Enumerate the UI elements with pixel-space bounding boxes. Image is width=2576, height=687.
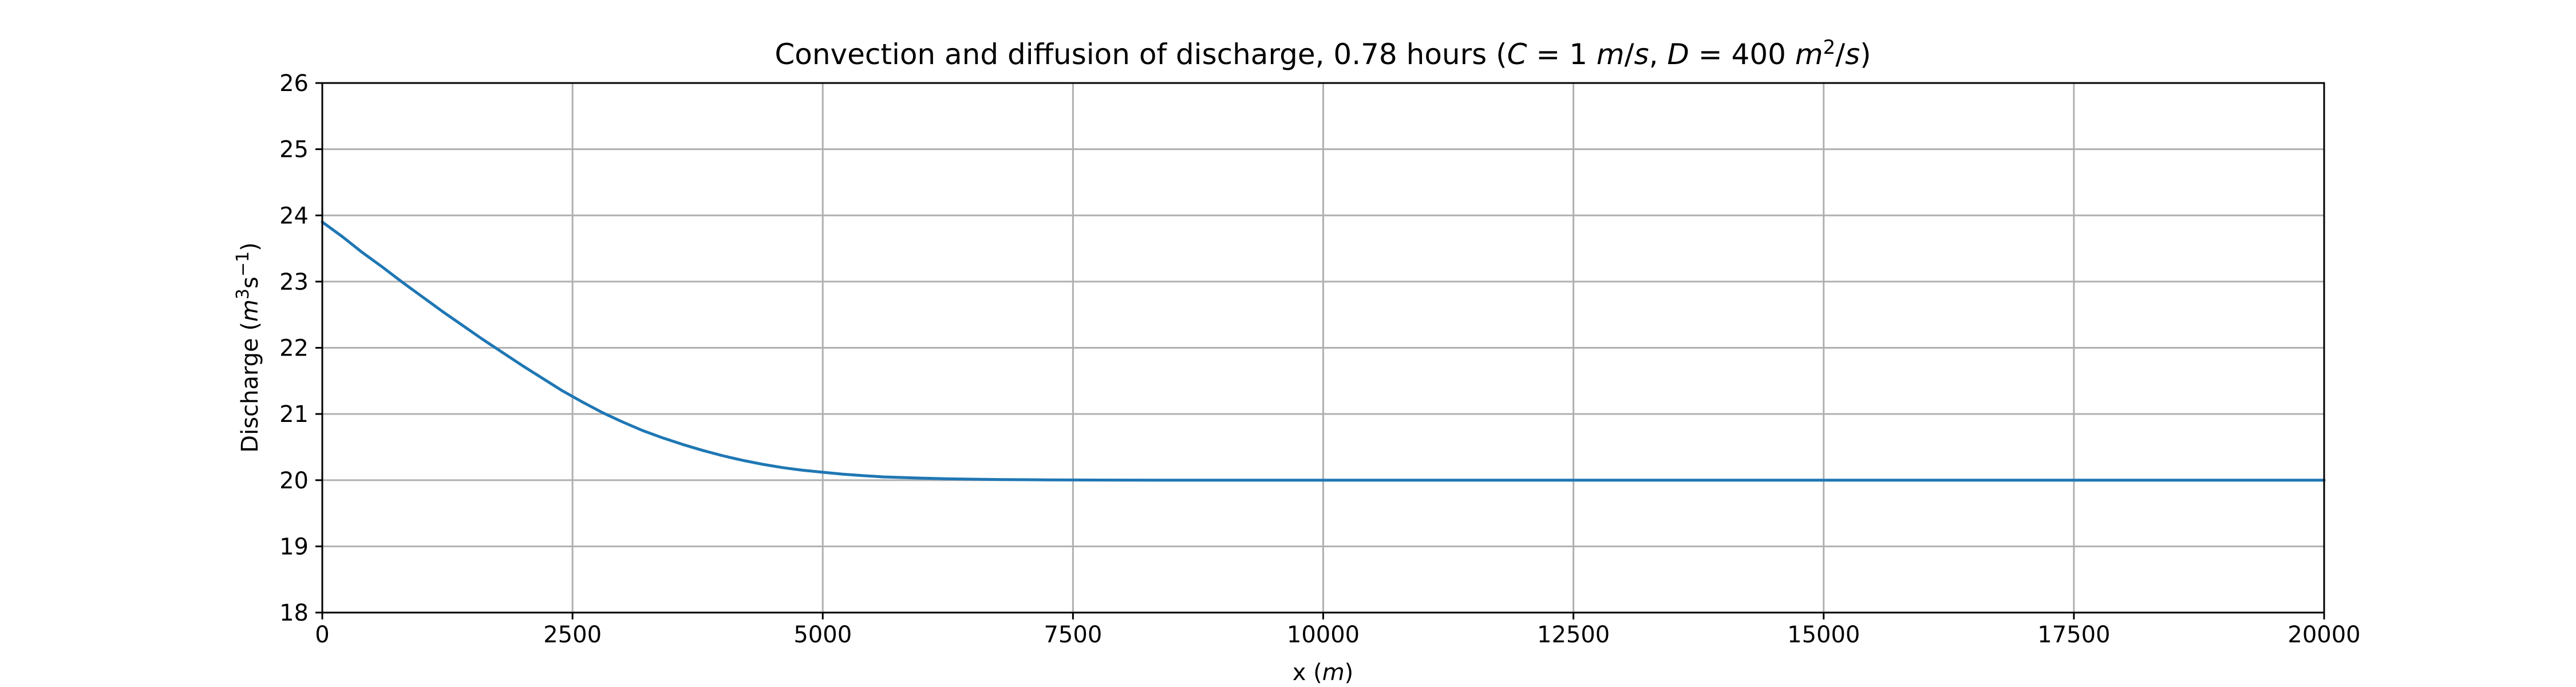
y-tick-label: 25 — [279, 137, 309, 163]
y-axis-label: Discharge (m3s−1) — [233, 242, 263, 452]
discharge-series-line — [321, 220, 2326, 482]
x-tick-label: 5000 — [793, 622, 852, 648]
x-axis-label: x (m) — [1293, 660, 1354, 686]
y-tick-label: 21 — [279, 401, 309, 428]
x-tick-label: 20000 — [2287, 622, 2360, 648]
x-tick-label: 10000 — [1287, 622, 1360, 648]
y-tick-label: 23 — [279, 269, 309, 295]
x-tick-label: 12500 — [1537, 622, 1610, 648]
y-tick-label: 26 — [279, 70, 309, 97]
y-tick-label: 18 — [279, 600, 309, 626]
y-tick-label: 19 — [279, 534, 309, 560]
x-tick-label: 7500 — [1044, 622, 1102, 648]
x-tick-label: 15000 — [1787, 622, 1860, 648]
y-tick-label: 20 — [279, 468, 309, 494]
x-tick-label: 0 — [315, 622, 329, 648]
series-layer — [321, 220, 2326, 482]
x-tick-label: 2500 — [543, 622, 602, 648]
y-tick-label: 24 — [279, 203, 309, 229]
y-tick-label: 22 — [279, 335, 309, 362]
tick-layer: 0 2500 5000 7500 10000 12500 15000 17500 20000 18… — [279, 70, 2361, 648]
chart-title: Convection and diffusion of discharge, 0… — [775, 36, 1871, 71]
x-tick-label: 17500 — [2037, 622, 2110, 648]
